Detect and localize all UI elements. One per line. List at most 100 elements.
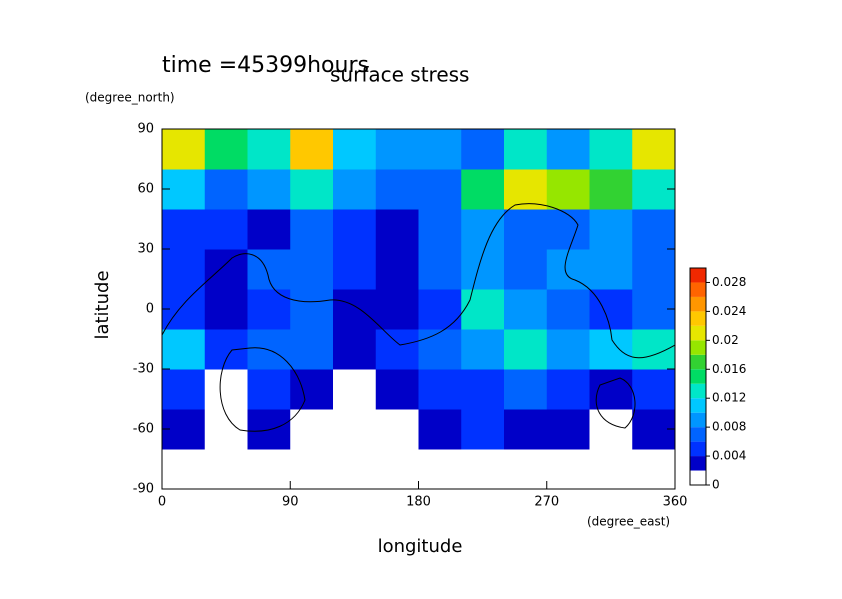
colorbar-segment xyxy=(690,470,706,485)
cell xyxy=(546,409,590,450)
colorbar-tick-label: 0.008 xyxy=(712,420,746,434)
cell xyxy=(418,409,462,450)
cell xyxy=(504,369,548,410)
cell xyxy=(162,449,206,489)
cell xyxy=(375,449,419,489)
cell xyxy=(504,129,548,170)
cell xyxy=(375,369,419,410)
cell xyxy=(632,449,675,489)
cell xyxy=(204,249,248,290)
colorbar-segment xyxy=(690,398,706,413)
cell xyxy=(589,169,633,210)
cell xyxy=(589,369,633,410)
cell xyxy=(418,289,462,330)
colorbar-segment xyxy=(690,325,706,341)
cell xyxy=(247,169,291,210)
cell xyxy=(418,169,462,210)
colorbar-tick-label: 0.004 xyxy=(712,449,746,463)
cell xyxy=(204,289,248,330)
chart-title: surface stress xyxy=(330,63,469,87)
cell xyxy=(333,249,377,290)
colorbar-segment xyxy=(690,412,706,428)
cell xyxy=(162,249,206,290)
cell xyxy=(546,329,590,370)
cell xyxy=(375,129,419,170)
cell xyxy=(290,449,334,489)
cell xyxy=(546,449,590,489)
cell xyxy=(162,369,206,410)
coastline xyxy=(162,203,675,432)
cell xyxy=(461,289,505,330)
colorbar-tick-label: 0.02 xyxy=(712,333,739,347)
cell xyxy=(290,209,334,250)
cell xyxy=(247,449,291,489)
x-axis-label: longitude xyxy=(378,536,463,557)
field xyxy=(162,129,675,489)
colorbar-segment xyxy=(690,427,706,442)
y-tick-label: -60 xyxy=(133,422,154,437)
cell xyxy=(461,209,505,250)
cell xyxy=(375,249,419,290)
cell xyxy=(290,409,334,450)
cell xyxy=(418,369,462,410)
x-units: (degree_east) xyxy=(587,515,670,529)
cell xyxy=(375,209,419,250)
cell xyxy=(589,289,633,330)
y-tick-label: 30 xyxy=(137,242,154,257)
cell xyxy=(162,209,206,250)
x-tick-label: 0 xyxy=(158,495,166,510)
cell xyxy=(418,129,462,170)
cell xyxy=(632,249,675,290)
cell xyxy=(461,369,505,410)
cell xyxy=(504,249,548,290)
y-axis-label: latitude xyxy=(92,270,113,339)
cell xyxy=(546,209,590,250)
cell xyxy=(333,369,377,410)
colorbar-segment xyxy=(690,296,706,312)
cell xyxy=(290,129,334,170)
cell xyxy=(418,329,462,370)
colorbar-segment xyxy=(690,282,706,297)
cell xyxy=(632,369,675,410)
cell xyxy=(461,409,505,450)
cell xyxy=(204,209,248,250)
cell xyxy=(247,409,291,450)
cell xyxy=(418,449,462,489)
colorbar-segment xyxy=(690,311,706,326)
y-tick-label: 0 xyxy=(146,302,154,317)
subtitle: time =45399hours xyxy=(162,53,369,78)
cell xyxy=(204,369,248,410)
cell xyxy=(333,129,377,170)
cell xyxy=(204,169,248,210)
cell xyxy=(204,449,248,489)
cell xyxy=(333,209,377,250)
cell xyxy=(546,249,590,290)
cell xyxy=(247,369,291,410)
cell xyxy=(461,329,505,370)
cell xyxy=(632,129,675,170)
colorbar-segment xyxy=(690,383,706,399)
x-tick-label: 180 xyxy=(406,495,431,510)
cell xyxy=(162,329,206,370)
cell xyxy=(546,289,590,330)
cell xyxy=(375,169,419,210)
cell xyxy=(375,329,419,370)
cell xyxy=(546,369,590,410)
colorbar-segment xyxy=(690,369,706,384)
y-tick-label: 90 xyxy=(137,122,154,137)
cell xyxy=(247,129,291,170)
cell xyxy=(461,249,505,290)
cell xyxy=(247,329,291,370)
cell xyxy=(632,329,675,370)
cell xyxy=(504,449,548,489)
cell xyxy=(461,129,505,170)
cell xyxy=(589,449,633,489)
cell xyxy=(632,209,675,250)
cell xyxy=(504,209,548,250)
colorbar-tick-label: 0.012 xyxy=(712,391,746,405)
cell xyxy=(247,209,291,250)
cell xyxy=(589,409,633,450)
cell xyxy=(290,169,334,210)
cell xyxy=(333,289,377,330)
